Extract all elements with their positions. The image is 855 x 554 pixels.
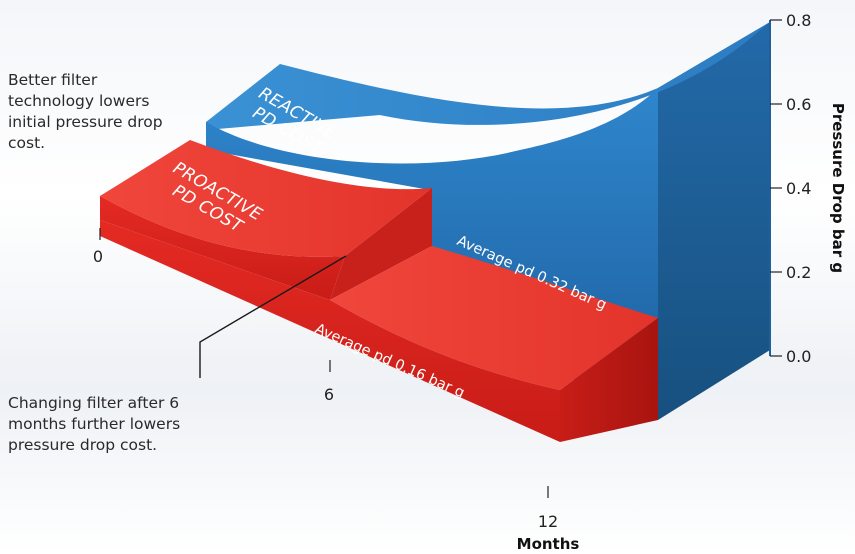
reactive-top-surface (206, 22, 770, 130)
y-axis-title: Pressure Drop bar g (829, 103, 847, 273)
annotation-top: Better filter technology lowers initial … (8, 71, 163, 152)
y-tick-label: 0.0 (786, 347, 811, 366)
x-axis-title: Months (517, 535, 580, 553)
annotation-bottom: Changing filter after 6 months further l… (8, 394, 181, 454)
proactive-front-face (100, 220, 560, 442)
x-axis: 0 6 12 Months (93, 228, 580, 553)
proactive-top-second-half (330, 246, 658, 390)
y-tick-label: 0.4 (786, 179, 811, 198)
proactive-side-wall (560, 318, 658, 442)
proactive-top-first-half (100, 140, 432, 257)
x-tick-label: 6 (324, 385, 334, 404)
y-axis: 0.8 0.6 0.4 0.2 0.0 Pressure Drop bar g (769, 11, 847, 366)
y-tick-label: 0.6 (786, 95, 811, 114)
proactive-series-shape (100, 140, 658, 442)
x-tick-label: 0 (93, 247, 103, 266)
y-tick-label: 0.2 (786, 263, 811, 282)
reactive-side-wall (658, 22, 770, 420)
proactive-front-first-half (100, 196, 345, 300)
y-tick-label: 0.8 (786, 11, 811, 30)
x-tick-label: 12 (538, 512, 558, 531)
proactive-step-wall (330, 188, 432, 300)
annotation-leader-line (199, 255, 347, 378)
